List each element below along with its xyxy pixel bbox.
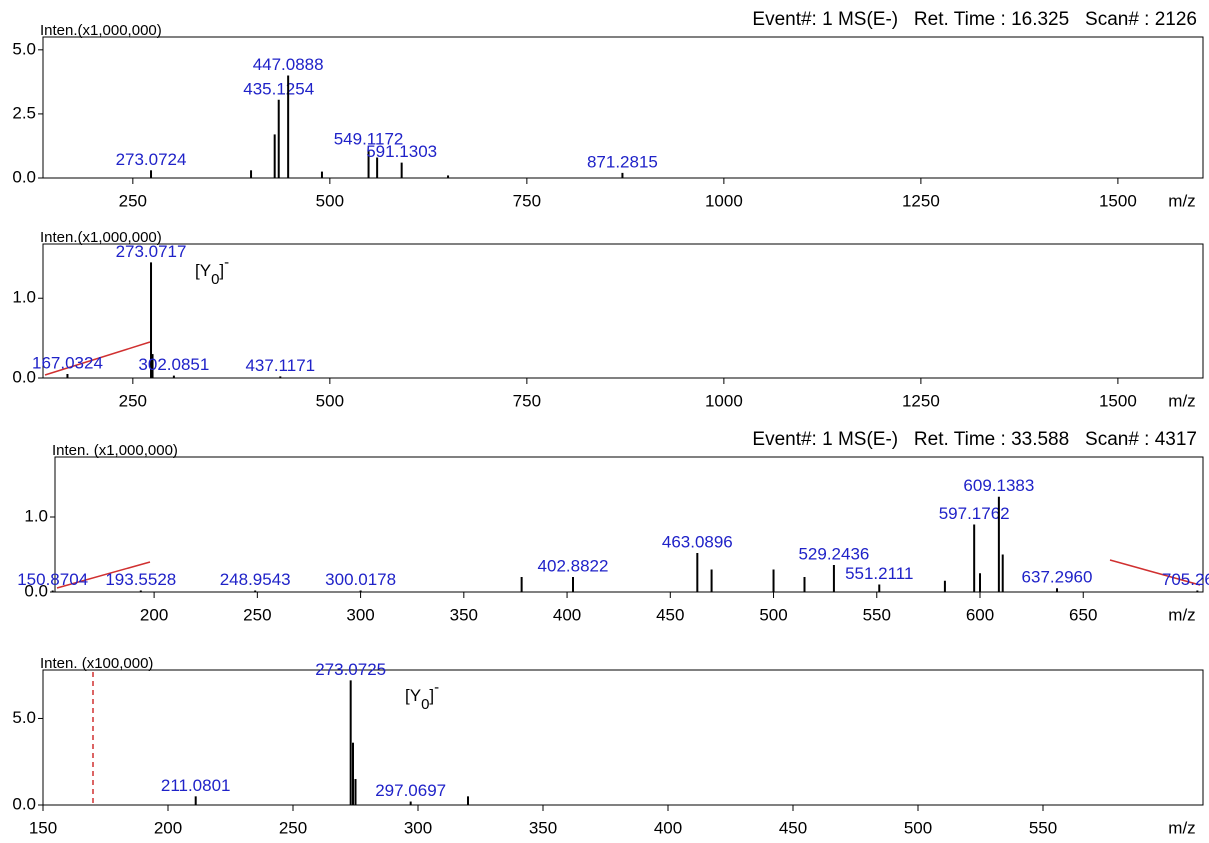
x-tick-label: 1250 xyxy=(902,191,940,210)
annotation-subscript: 0 xyxy=(421,696,429,713)
peak-label: 705.2679 xyxy=(1162,570,1209,589)
x-axis-label: m/z xyxy=(1168,605,1195,624)
peak-label: 637.2960 xyxy=(1022,568,1093,587)
x-tick-label: 500 xyxy=(316,191,344,210)
peak-label: 609.1383 xyxy=(963,476,1034,495)
peak-label: 597.1762 xyxy=(939,504,1010,523)
annotation-superscript: - xyxy=(434,679,439,696)
y-axis-label: Inten.(x1,000,000) xyxy=(40,22,162,39)
annotation-text: ] xyxy=(219,261,224,280)
peak-label: 167.0324 xyxy=(32,353,103,372)
x-tick-label: 600 xyxy=(966,605,994,624)
y-tick-label: 5.0 xyxy=(12,708,36,727)
peak-label: 551.2111 xyxy=(845,564,913,583)
x-tick-label: 250 xyxy=(119,391,147,410)
plot-frame xyxy=(42,243,1204,379)
y-tick-label: 1.0 xyxy=(12,288,36,307)
peak-label: 549.1172 xyxy=(334,129,404,148)
y-axis-label: Inten.(x1,000,000) xyxy=(40,229,162,246)
zoom-line xyxy=(56,561,151,589)
peak-label: 211.0801 xyxy=(161,776,231,795)
x-tick-label: 200 xyxy=(140,605,168,624)
peak-label: 297.0697 xyxy=(375,781,446,800)
peak-label: 273.0717 xyxy=(116,242,187,261)
x-tick-label: 400 xyxy=(553,605,581,624)
plot-frame xyxy=(42,669,1204,806)
x-axis-label: m/z xyxy=(1168,191,1195,210)
x-tick-label: 250 xyxy=(119,191,147,210)
annotation-text: [Y xyxy=(195,261,211,280)
x-tick-label: 550 xyxy=(863,605,891,624)
y-tick-label: 1.0 xyxy=(24,506,48,525)
x-tick-label: 300 xyxy=(404,818,432,837)
y-tick-label: 2.5 xyxy=(12,103,36,122)
x-tick-label: 650 xyxy=(1069,605,1097,624)
x-tick-label: 200 xyxy=(154,818,182,837)
x-tick-label: 750 xyxy=(513,191,541,210)
peak-label: 447.0888 xyxy=(253,55,324,74)
x-tick-label: 450 xyxy=(656,605,684,624)
x-tick-label: 1000 xyxy=(705,191,743,210)
x-axis-label: m/z xyxy=(1168,391,1195,410)
x-tick-label: 1500 xyxy=(1099,391,1137,410)
zoom-line xyxy=(44,341,151,376)
peak-label: 193.5528 xyxy=(105,570,176,589)
x-tick-label: 550 xyxy=(1029,818,1057,837)
ion-annotation: [Y0]- xyxy=(405,679,439,713)
annotation-text: [Y xyxy=(405,686,421,705)
ion-annotation: [Y0]- xyxy=(195,254,229,288)
peak-label: 591.1303 xyxy=(366,142,437,161)
x-tick-label: 500 xyxy=(316,391,344,410)
y-tick-label: 5.0 xyxy=(12,39,36,58)
x-tick-label: 1250 xyxy=(902,391,940,410)
x-tick-label: 1000 xyxy=(705,391,743,410)
x-tick-label: 500 xyxy=(904,818,932,837)
x-tick-label: 400 xyxy=(654,818,682,837)
peak-label: 273.0724 xyxy=(116,150,187,169)
peak-label: 435.1254 xyxy=(243,79,314,98)
plot-frame xyxy=(54,456,1204,593)
scan-header: Event#: 1 MS(E-) Ret. Time : 16.325 Scan… xyxy=(752,9,1197,30)
annotation-subscript: 0 xyxy=(211,271,219,288)
peak-label: 529.2436 xyxy=(798,544,869,563)
y-tick-label: 0.0 xyxy=(12,367,36,386)
peak-label: 437.1171 xyxy=(245,356,315,375)
x-tick-label: 750 xyxy=(513,391,541,410)
scan-header: Event#: 1 MS(E-) Ret. Time : 33.588 Scan… xyxy=(752,429,1197,450)
peak-label: 150.8704 xyxy=(17,570,88,589)
x-tick-label: 350 xyxy=(529,818,557,837)
peak-label: 273.0725 xyxy=(315,660,386,679)
y-axis-label: Inten. (x1,000,000) xyxy=(52,442,178,459)
x-tick-label: 1500 xyxy=(1099,191,1137,210)
x-tick-label: 150 xyxy=(29,818,57,837)
peak-label: 871.2815 xyxy=(587,152,658,171)
x-tick-label: 350 xyxy=(450,605,478,624)
x-tick-label: 450 xyxy=(779,818,807,837)
zoom-line xyxy=(1109,559,1201,586)
peak-label: 302.0851 xyxy=(138,355,209,374)
annotation-text: ] xyxy=(429,686,434,705)
x-tick-label: 300 xyxy=(346,605,374,624)
peak-label: 463.0896 xyxy=(662,532,733,551)
x-tick-label: 500 xyxy=(759,605,787,624)
x-tick-label: 250 xyxy=(243,605,271,624)
y-tick-label: 0.0 xyxy=(12,794,36,813)
peak-label: 402.8822 xyxy=(538,556,609,575)
peak-label: 300.0178 xyxy=(325,570,396,589)
annotation-superscript: - xyxy=(224,254,229,271)
y-tick-label: 0.0 xyxy=(12,167,36,186)
y-tick-label: 0.0 xyxy=(24,581,48,600)
x-tick-label: 250 xyxy=(279,818,307,837)
x-axis-label: m/z xyxy=(1168,818,1195,837)
y-axis-label: Inten. (x100,000) xyxy=(40,655,153,672)
peak-label: 248.9543 xyxy=(220,570,291,589)
